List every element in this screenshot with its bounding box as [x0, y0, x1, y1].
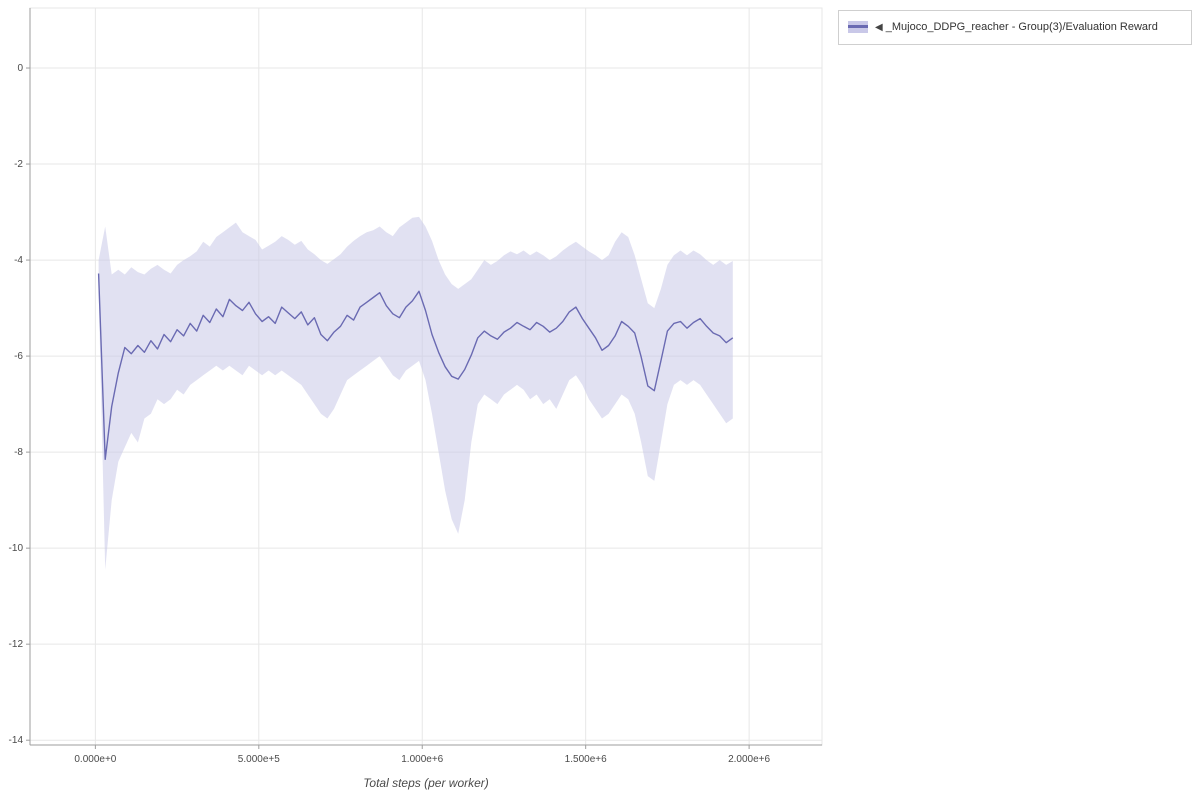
legend-collapse-icon[interactable]: ◀ — [875, 22, 883, 33]
x-tick-label: 0.000e+0 — [74, 754, 116, 765]
y-tick-label: -14 — [9, 735, 24, 746]
y-tick-label: -4 — [14, 255, 23, 266]
legend-band-swatch — [848, 21, 868, 33]
chart-panel: 0.000e+0 5.000e+5 1.000e+6 1.500e+6 2.000e+6… — [0, 0, 840, 790]
x-tick-label: 5.000e+5 — [238, 754, 280, 765]
legend-label: ◀ _Mujoco_DDPG_reacher - Group(3)/Evalua… — [875, 18, 1158, 37]
y-tick-label: -10 — [9, 543, 24, 554]
y-tick-label: -6 — [14, 351, 23, 362]
x-tick-label: 2.000e+6 — [728, 754, 770, 765]
chart-canvas[interactable]: 0.000e+0 5.000e+5 1.000e+6 1.500e+6 2.000e+6… — [0, 0, 840, 770]
x-axis-title: Total steps (per worker) — [363, 776, 489, 790]
legend: ◀ _Mujoco_DDPG_reacher - Group(3)/Evalua… — [838, 10, 1192, 45]
mean-line — [97, 273, 734, 460]
y-tick-label: -12 — [9, 639, 24, 650]
y-tick-label: -8 — [14, 447, 23, 458]
y-tick-label: 0 — [17, 63, 23, 74]
y-tick-label: -2 — [14, 159, 23, 170]
legend-item[interactable]: ◀ _Mujoco_DDPG_reacher - Group(3)/Evalua… — [848, 18, 1182, 37]
confidence-band — [98, 216, 733, 570]
x-tick-label: 1.000e+6 — [401, 754, 443, 765]
legend-series-name: _Mujoco_DDPG_reacher - Group(3)/Evaluati… — [885, 21, 1158, 33]
x-tick-label: 1.500e+6 — [565, 754, 607, 765]
